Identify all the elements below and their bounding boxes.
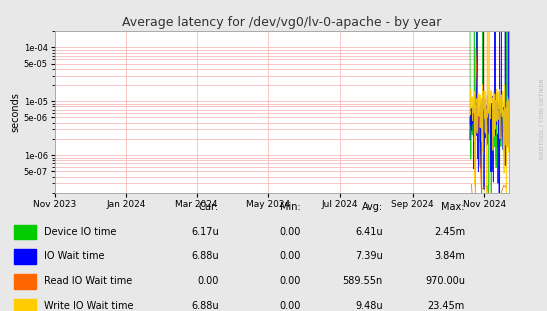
Text: 0.00: 0.00 xyxy=(280,252,301,262)
Text: 0.00: 0.00 xyxy=(280,227,301,237)
Text: 23.45m: 23.45m xyxy=(428,301,465,311)
Text: 6.17u: 6.17u xyxy=(191,227,219,237)
Y-axis label: seconds: seconds xyxy=(11,92,21,132)
Text: 3.84m: 3.84m xyxy=(434,252,465,262)
Text: 589.55n: 589.55n xyxy=(342,276,383,286)
Text: 0.00: 0.00 xyxy=(280,301,301,311)
Bar xyxy=(14,274,36,289)
Text: 970.00u: 970.00u xyxy=(425,276,465,286)
Text: Cur:: Cur: xyxy=(199,202,219,212)
Text: IO Wait time: IO Wait time xyxy=(44,252,104,262)
Text: RRDTOOL / TOBI OETIKER: RRDTOOL / TOBI OETIKER xyxy=(539,78,544,159)
Text: 0.00: 0.00 xyxy=(280,276,301,286)
Text: 6.88u: 6.88u xyxy=(191,252,219,262)
Text: Write IO Wait time: Write IO Wait time xyxy=(44,301,133,311)
Title: Average latency for /dev/vg0/lv-0-apache - by year: Average latency for /dev/vg0/lv-0-apache… xyxy=(122,16,441,29)
Text: Avg:: Avg: xyxy=(362,202,383,212)
Text: Device IO time: Device IO time xyxy=(44,227,116,237)
Text: 9.48u: 9.48u xyxy=(355,301,383,311)
Text: 2.45m: 2.45m xyxy=(434,227,465,237)
Text: 0.00: 0.00 xyxy=(197,276,219,286)
Text: 7.39u: 7.39u xyxy=(355,252,383,262)
Bar xyxy=(14,249,36,264)
Text: 6.41u: 6.41u xyxy=(355,227,383,237)
Text: Read IO Wait time: Read IO Wait time xyxy=(44,276,132,286)
Bar xyxy=(14,225,36,239)
Bar xyxy=(14,299,36,311)
Text: Min:: Min: xyxy=(280,202,301,212)
Text: Max:: Max: xyxy=(441,202,465,212)
Text: 6.88u: 6.88u xyxy=(191,301,219,311)
